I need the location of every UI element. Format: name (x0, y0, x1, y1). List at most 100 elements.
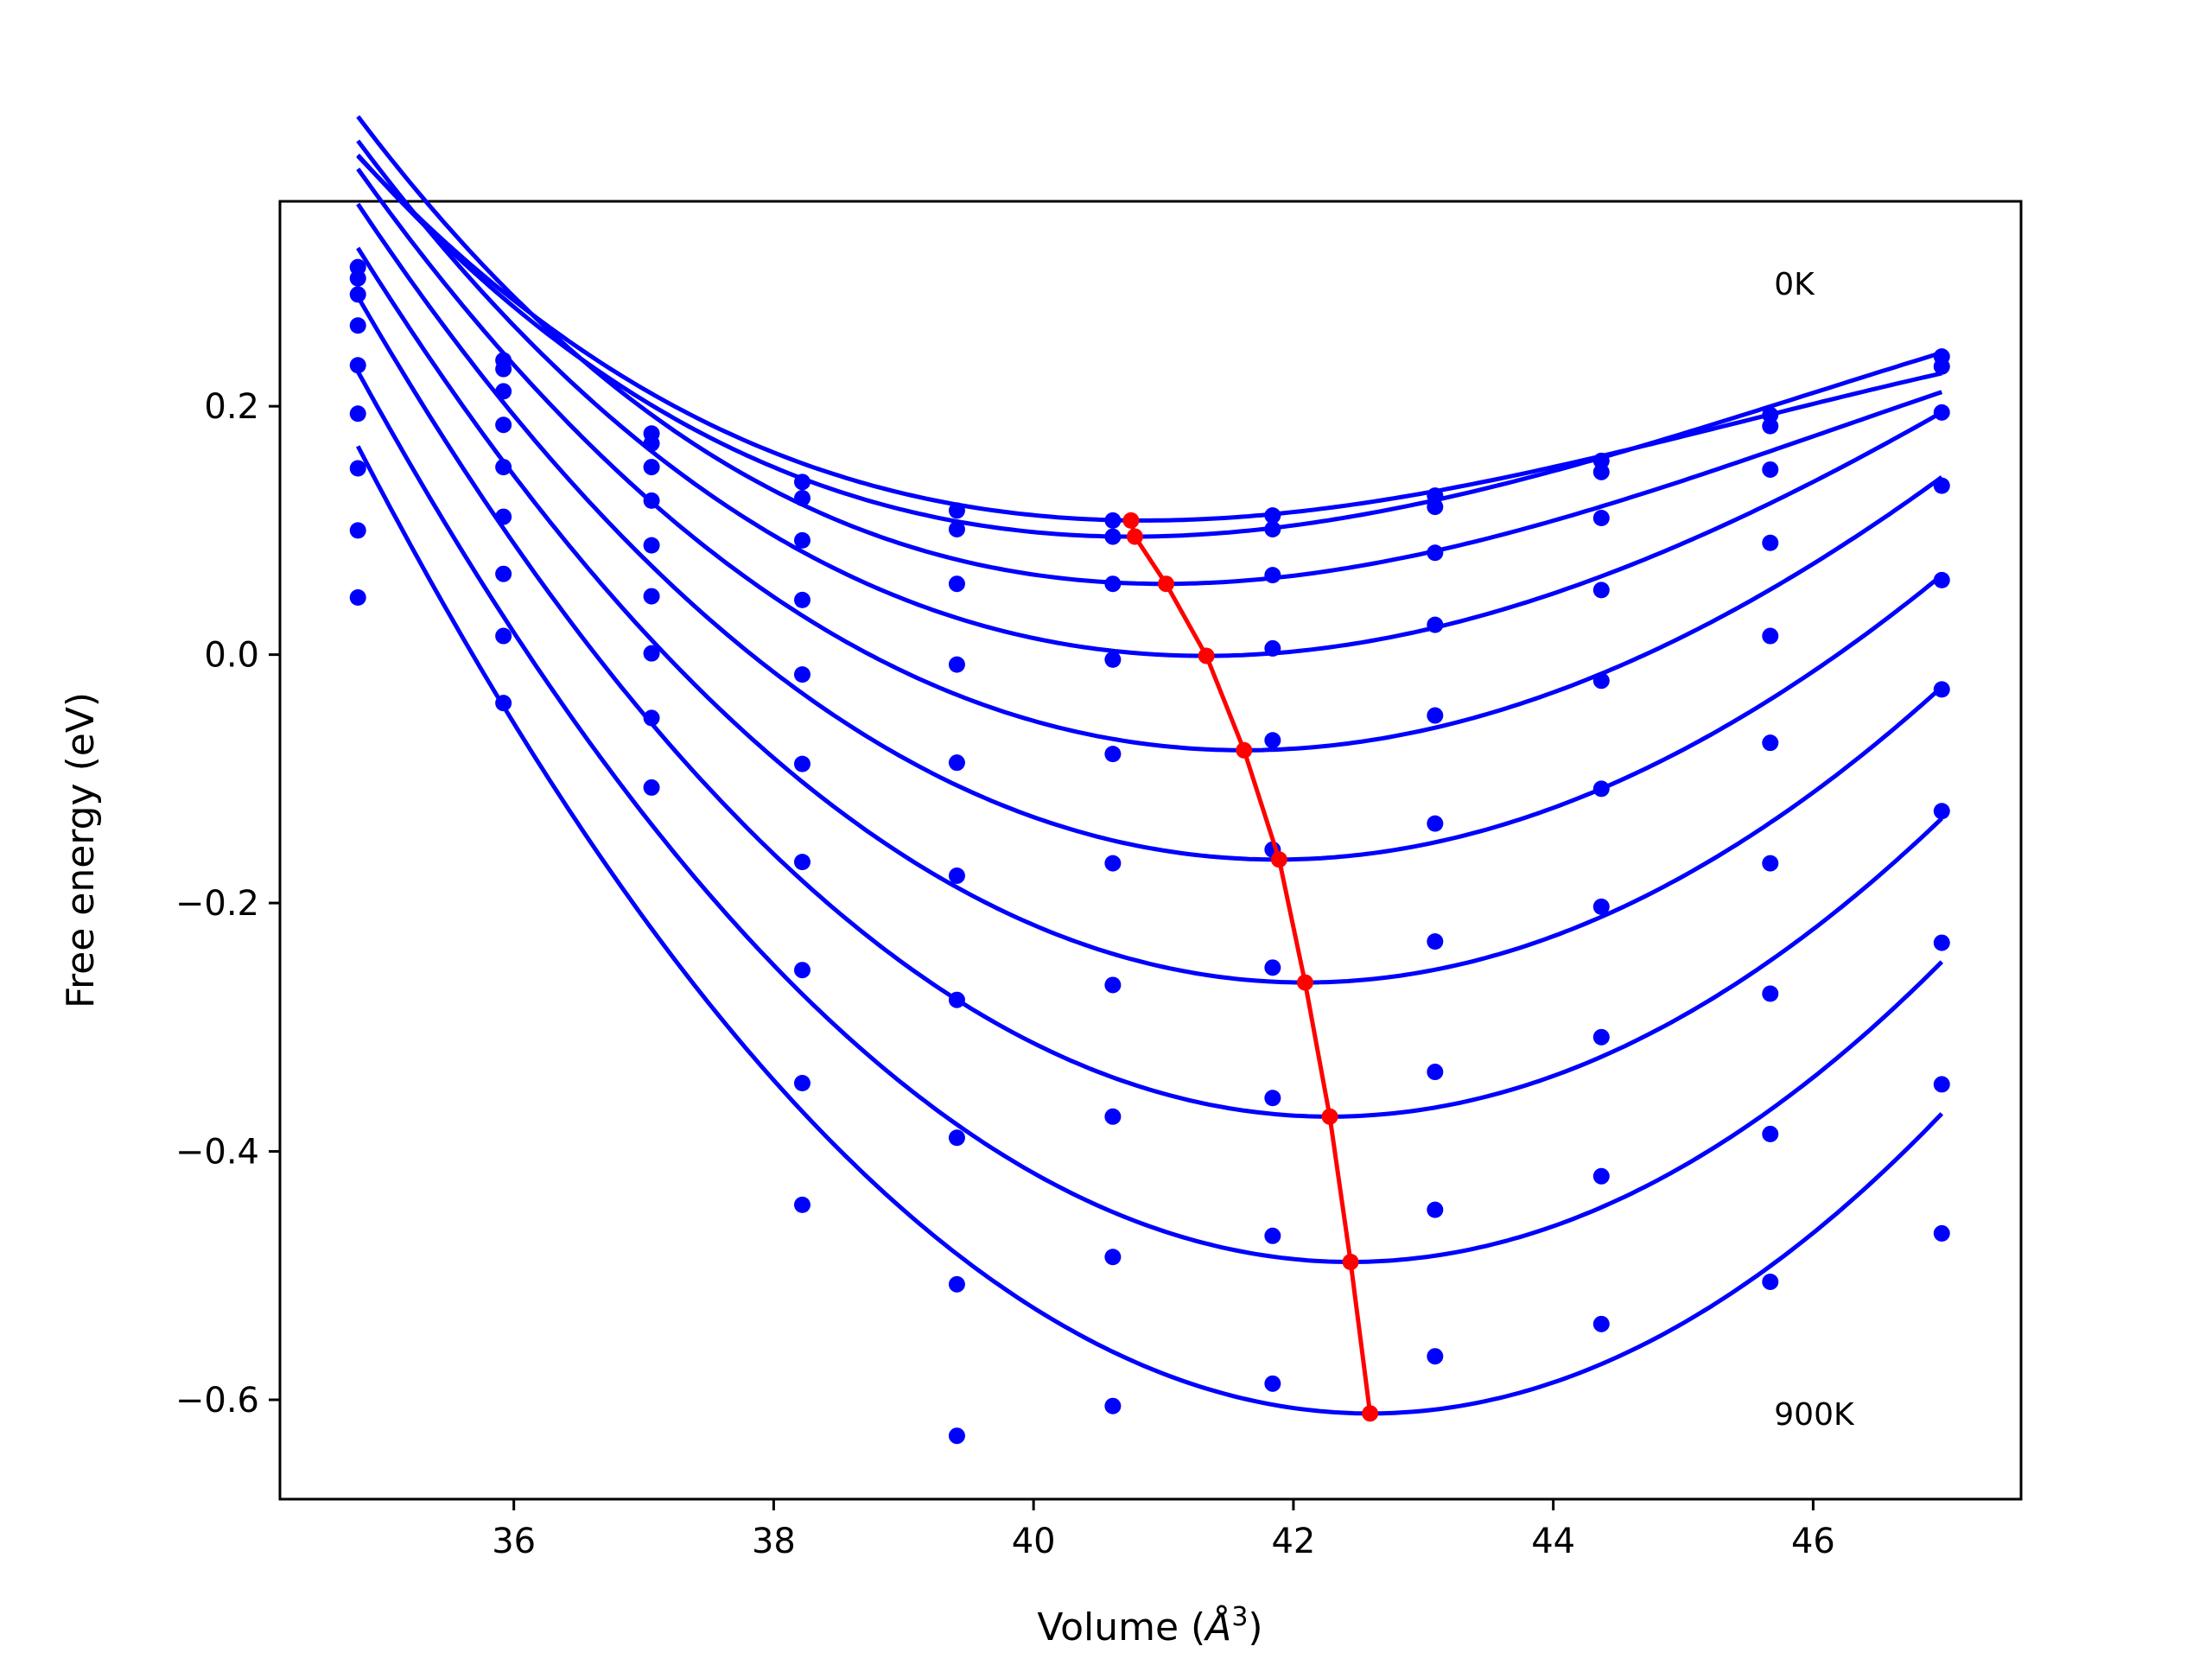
y-tick-label-4: 0.2 (204, 387, 259, 427)
data-point-s4-5 (1104, 746, 1122, 763)
equilibrium-point-4 (1236, 741, 1253, 759)
data-point-s2-10 (1933, 404, 1950, 421)
fit-curve-3 (356, 139, 1943, 658)
data-point-s3-8 (1592, 582, 1610, 599)
data-point-s3-6 (1264, 639, 1281, 657)
data-point-s2-2 (643, 459, 660, 476)
data-point-s7-2 (643, 709, 660, 727)
data-point-s3-0 (349, 317, 366, 334)
data-point-s7-5 (1104, 1108, 1122, 1125)
data-point-s4-9 (1762, 627, 1779, 645)
data-point-s6-2 (643, 645, 660, 662)
data-point-s2-4 (948, 575, 965, 593)
x-tick-label-36: 36 (492, 1522, 536, 1561)
data-point-s8-9 (1762, 1125, 1779, 1142)
data-point-s9-9 (1762, 1273, 1779, 1290)
data-point-s9-3 (794, 1196, 810, 1213)
fit-curve-7 (356, 296, 1944, 1119)
data-point-s1-4 (948, 520, 965, 537)
data-point-s5-0 (349, 405, 366, 423)
data-point-s2-3 (794, 531, 810, 549)
data-point-s3-1 (495, 416, 512, 434)
data-point-s4-1 (495, 459, 512, 476)
equilibrium-point-8 (1342, 1253, 1359, 1270)
equilibrium-point-5 (1270, 851, 1287, 868)
y-tick-label-2: −0.2 (175, 884, 259, 924)
equilibrium-line (1122, 512, 1379, 1422)
data-point-s8-1 (495, 695, 512, 712)
data-point-s2-0 (349, 286, 366, 303)
equilibrium-point-2 (1158, 575, 1175, 593)
data-point-s1-0 (349, 270, 366, 287)
fit-curve-1 (356, 153, 1943, 539)
data-point-s7-8 (1592, 1028, 1610, 1046)
fit-curve-9 (355, 445, 1944, 1416)
data-point-s0-5 (1104, 512, 1122, 529)
data-point-s7-4 (948, 1129, 965, 1147)
data-point-s5-1 (495, 508, 512, 525)
data-point-s6-10 (1933, 803, 1950, 820)
data-point-s0-3 (794, 474, 810, 491)
data-point-s4-7 (1427, 707, 1444, 724)
data-point-s3-5 (1104, 651, 1122, 668)
data-point-s4-4 (948, 754, 965, 772)
data-point-s7-9 (1762, 985, 1779, 1002)
data-point-s7-6 (1264, 1090, 1281, 1107)
data-point-s9-10 (1933, 1224, 1950, 1242)
plot-frame (278, 200, 2023, 1501)
y-tick-label-0: −0.6 (175, 1381, 259, 1421)
data-point-s4-10 (1933, 571, 1950, 588)
data-point-s1-1 (495, 360, 512, 378)
data-point-s4-6 (1264, 732, 1281, 749)
x-axis-title: Volume (Å3) (1037, 1602, 1262, 1650)
fit-curve-8 (356, 370, 1944, 1264)
data-point-s9-8 (1592, 1315, 1610, 1332)
fit-curve-2 (356, 115, 1943, 587)
data-point-s1-8 (1592, 463, 1610, 480)
data-point-s4-0 (349, 357, 366, 374)
equilibrium-point-1 (1126, 528, 1143, 545)
data-point-s1-2 (643, 435, 660, 452)
data-point-s6-9 (1762, 855, 1779, 872)
data-point-s5-10 (1933, 681, 1950, 698)
x-tick-label-44: 44 (1531, 1522, 1575, 1561)
equilibrium-point-7 (1321, 1108, 1338, 1125)
data-point-s7-3 (794, 962, 810, 979)
data-point-s2-9 (1762, 461, 1779, 478)
x-tick-label-42: 42 (1271, 1522, 1315, 1561)
x-axis-ticks: 36 38 40 42 44 46 (492, 1499, 1835, 1561)
data-point-s9-4 (948, 1427, 965, 1445)
equilibrium-polyline (1128, 519, 1373, 1414)
data-point-s4-2 (643, 537, 660, 554)
data-point-s6-3 (794, 854, 810, 871)
annotations: 0K 900K (1774, 267, 1855, 1433)
data-point-s0-6 (1264, 507, 1281, 524)
data-point-s7-10 (1933, 934, 1950, 951)
data-points (349, 258, 1950, 1445)
data-point-s7-1 (495, 627, 512, 645)
data-point-s1-10 (1933, 358, 1950, 375)
data-point-s2-6 (1264, 567, 1281, 584)
equilibrium-point-0 (1122, 512, 1140, 529)
data-point-s8-0 (349, 589, 366, 607)
data-point-s5-8 (1592, 780, 1610, 798)
data-point-s8-8 (1592, 1167, 1610, 1185)
data-point-s6-7 (1427, 933, 1444, 950)
data-point-s6-6 (1264, 959, 1281, 976)
x-tick-label-38: 38 (752, 1522, 796, 1561)
x-tick-label-46: 46 (1791, 1522, 1835, 1561)
data-point-s9-6 (1264, 1375, 1281, 1392)
y-tick-label-1: −0.4 (175, 1133, 259, 1173)
data-point-s5-5 (1104, 855, 1122, 872)
data-point-s8-6 (1264, 1227, 1281, 1244)
data-point-s5-7 (1427, 815, 1444, 832)
annotation-1: 900K (1774, 1397, 1855, 1433)
data-point-s4-3 (794, 666, 810, 683)
data-point-s8-3 (794, 1074, 810, 1091)
annotation-0: 0K (1774, 267, 1815, 302)
data-point-s6-1 (495, 565, 512, 582)
fit-curve-5 (356, 202, 1943, 862)
data-point-s9-5 (1104, 1397, 1122, 1414)
data-point-s1-3 (794, 490, 810, 507)
